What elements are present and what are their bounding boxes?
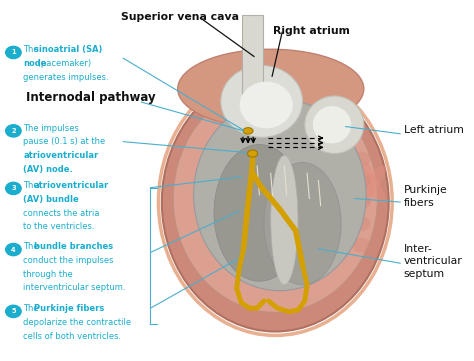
Text: pause (0.1 s) at the: pause (0.1 s) at the (23, 137, 106, 146)
Ellipse shape (247, 150, 257, 157)
Ellipse shape (353, 173, 371, 188)
Text: generates impulses.: generates impulses. (23, 73, 109, 82)
Ellipse shape (240, 82, 293, 129)
Text: cells of both ventricles.: cells of both ventricles. (23, 331, 121, 340)
Text: Left atrium: Left atrium (404, 125, 464, 135)
Text: The impulses: The impulses (23, 124, 79, 133)
Ellipse shape (214, 144, 305, 281)
Text: conduct the impulses: conduct the impulses (23, 256, 114, 265)
Circle shape (6, 243, 21, 256)
Ellipse shape (193, 99, 366, 291)
Text: Purkinje fibers: Purkinje fibers (34, 304, 104, 313)
Ellipse shape (243, 128, 253, 134)
Text: through the: through the (23, 270, 73, 279)
FancyBboxPatch shape (242, 15, 263, 94)
Text: (pacemaker): (pacemaker) (35, 59, 91, 68)
Text: Purkinje
fibers: Purkinje fibers (404, 186, 447, 208)
Ellipse shape (356, 165, 386, 203)
Ellipse shape (353, 152, 371, 166)
Ellipse shape (162, 73, 389, 331)
Text: atrioventricular: atrioventricular (23, 151, 99, 160)
Text: interventricular septum.: interventricular septum. (23, 283, 126, 292)
Text: atrioventricular: atrioventricular (34, 181, 109, 190)
Ellipse shape (353, 217, 371, 231)
Text: Right atrium: Right atrium (273, 26, 350, 36)
Ellipse shape (313, 106, 351, 143)
Text: 1: 1 (11, 49, 16, 56)
Ellipse shape (356, 165, 386, 203)
Ellipse shape (358, 162, 374, 206)
Text: The: The (23, 242, 42, 251)
Text: 3: 3 (11, 186, 16, 191)
Text: node: node (23, 59, 47, 68)
Text: The: The (23, 45, 42, 54)
Text: Superior vena cava: Superior vena cava (121, 12, 239, 22)
Ellipse shape (178, 49, 364, 129)
Ellipse shape (305, 96, 364, 153)
Text: (AV) node.: (AV) node. (23, 165, 73, 174)
Text: Internodal pathway: Internodal pathway (26, 91, 155, 104)
Text: The: The (23, 304, 42, 313)
Ellipse shape (264, 162, 341, 285)
Text: bundle branches: bundle branches (34, 242, 113, 251)
Text: Inter-
ventricular
septum: Inter- ventricular septum (404, 244, 463, 279)
Ellipse shape (221, 65, 302, 137)
Text: connects the atria: connects the atria (23, 209, 100, 218)
Ellipse shape (353, 195, 371, 209)
Ellipse shape (271, 155, 298, 285)
Ellipse shape (353, 238, 371, 252)
Text: to the ventricles.: to the ventricles. (23, 222, 95, 231)
Circle shape (6, 182, 21, 195)
Circle shape (6, 46, 21, 58)
Text: depolarize the contractile: depolarize the contractile (23, 318, 131, 327)
Text: 5: 5 (11, 308, 16, 314)
Text: 2: 2 (11, 128, 16, 134)
Text: The: The (23, 181, 42, 190)
Circle shape (6, 125, 21, 137)
Text: 4: 4 (11, 247, 16, 253)
Circle shape (6, 305, 21, 318)
Ellipse shape (173, 84, 377, 312)
Text: sinoatrial (SA): sinoatrial (SA) (34, 45, 102, 54)
Text: (AV) bundle: (AV) bundle (23, 195, 79, 204)
